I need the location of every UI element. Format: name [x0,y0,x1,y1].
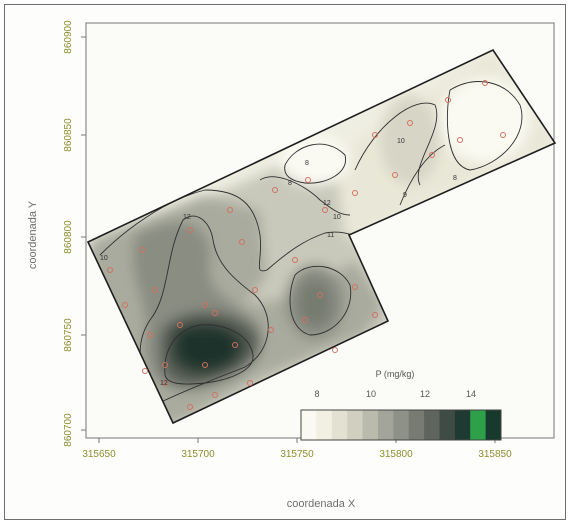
y-tick-label: 860700 [63,413,74,447]
legend: P (mg/kg) 8 10 12 14 [300,369,502,441]
contour-label: 10 [397,138,405,145]
sample-points [107,80,506,410]
x-axis-title: coordenada X [287,498,356,510]
legend-color-step [424,410,440,440]
legend-color-step [393,410,410,440]
y-tick-label: 860850 [63,118,74,152]
contour-label: 8 [453,175,457,182]
contour-map: 10 12 11 10 8 10 12 9 8 8 12 [27,20,557,510]
contour-line-10-b [354,102,438,186]
field-boundary [86,48,557,425]
contour-line-8-b [446,81,523,171]
contour-label: 12 [183,214,191,221]
legend-title: P (mg/kg) [376,369,415,379]
legend-tick-label: 8 [314,389,319,399]
contour-line-9 [399,144,446,206]
contour-label: 10 [333,214,341,221]
contour-label: 8 [288,180,292,187]
contour-label: 11 [327,232,334,239]
contour-line-8-a [284,143,347,184]
x-tick-label: 315650 [82,449,116,460]
x-tick-label: 315800 [379,449,413,460]
y-axis-ticks [81,36,86,431]
x-tick-label: 315850 [478,449,512,460]
legend-color-step [377,410,394,440]
legend-border [300,409,502,441]
legend-color-step [439,410,456,440]
legend-color-step [316,410,333,440]
x-tick-label: 315700 [181,449,215,460]
legend-color-step [485,410,502,440]
legend-tick-label: 10 [366,389,376,399]
y-tick-label: 860750 [63,318,74,352]
y-axis-title: coordenada Y [27,200,39,269]
legend-color-step [362,410,379,440]
legend-color-step [331,410,348,440]
legend-color-bar [301,410,502,440]
contour-labels: 10 12 11 10 8 10 12 9 8 8 12 [100,138,457,387]
contour-line-12-left [139,215,269,406]
contour-label: 10 [100,255,108,262]
map-frame: 10 12 11 10 8 10 12 9 8 8 12 [4,4,566,520]
y-tick-label: 860800 [63,220,74,254]
contour-label: 12 [160,380,168,387]
legend-color-step [454,410,471,440]
contour-line-14 [164,324,254,385]
legend-color-step [408,410,425,440]
x-tick-label: 315750 [280,449,314,460]
legend-color-step [347,410,364,440]
legend-tick-label: 12 [420,389,430,399]
contour-label: 12 [323,200,331,207]
contour-label: 8 [305,160,309,167]
legend-tick-label: 14 [466,389,476,399]
contour-line-12-mid [289,265,352,336]
legend-color-step [301,410,317,440]
legend-color-step [470,410,487,440]
contour-label: 9 [403,192,407,199]
contour-line-10-a [259,176,351,216]
y-tick-label: 860900 [63,20,74,54]
